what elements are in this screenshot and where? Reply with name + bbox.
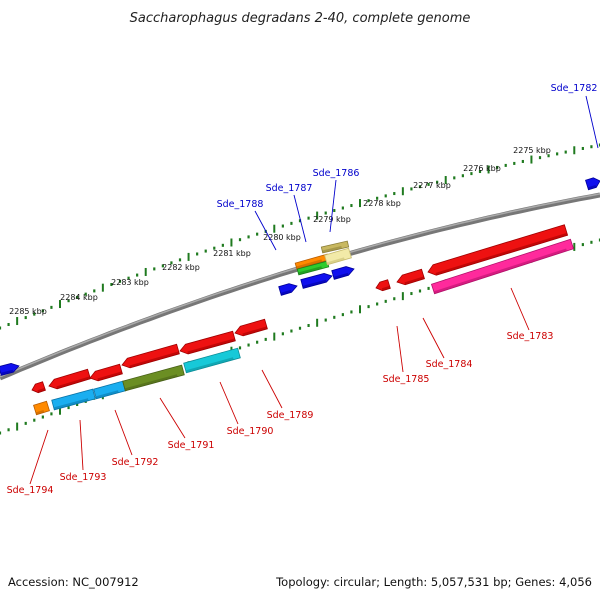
- kbp-label: 2276 kbp: [463, 164, 501, 173]
- feature-khaki-bar: [320, 240, 350, 254]
- gene-sde-1782-leader: [585, 95, 599, 149]
- gene-sde-1788-leader: [254, 210, 277, 251]
- feature-sde-1783: [427, 224, 569, 276]
- gene-sde-1793-leader: [79, 419, 84, 471]
- gene-sde-1789-leader: [261, 369, 283, 409]
- gene-sde-1791-leader: [159, 397, 186, 439]
- gene-sde-1794-label: Sde_1794: [7, 485, 54, 496]
- feature-blue-left-edge: [0, 363, 20, 376]
- label-leaders: [29, 95, 599, 485]
- gene-sde-1786-leader: [329, 179, 337, 233]
- feature-sde-1782: [585, 177, 600, 191]
- genome-title: Saccharophagus degradans 2-40, complete …: [130, 11, 471, 26]
- kbp-scale-labels: 2275 kbp 2276 kbp 2277 kbp 2278 kbp 2279 kbp…: [9, 146, 551, 316]
- gene-sde-1792-leader: [114, 409, 133, 456]
- feature-lightblue-2: [93, 380, 126, 400]
- feature-olive: [122, 364, 185, 392]
- kbp-label: 2283 kbp: [111, 278, 149, 287]
- gene-sde-1783-leader: [510, 287, 530, 331]
- gene-sde-1791-label: Sde_1791: [168, 440, 215, 451]
- kbp-label: 2281 kbp: [213, 249, 251, 258]
- feature-sde-1791: [121, 343, 180, 369]
- kbp-label: 2284 kbp: [60, 293, 98, 302]
- feature-sde-1786: [331, 266, 355, 280]
- gene-sde-1788-label: Sde_1788: [217, 199, 264, 210]
- kbp-label: 2277 kbp: [413, 181, 451, 190]
- feature-sde-1793: [48, 368, 91, 390]
- gene-sde-1784-label: Sde_1784: [426, 359, 473, 370]
- gene-sde-1793-label: Sde_1793: [60, 472, 107, 483]
- gene-sde-1794-leader: [29, 429, 49, 485]
- feature-sde-1784: [396, 268, 425, 286]
- feature-yellow-bar: [324, 247, 352, 266]
- feature-orange-lower: [33, 400, 50, 416]
- genome-summary-text: Topology: circular; Length: 5,057,531 bp…: [275, 575, 592, 589]
- feature-sde-1788: [278, 283, 298, 296]
- gene-sde-1784-leader: [422, 317, 445, 359]
- gene-sde-1787-label: Sde_1787: [266, 183, 313, 194]
- gene-sde-1787-leader: [293, 194, 307, 243]
- kbp-label: 2275 kbp: [513, 146, 551, 155]
- accession-text: Accession: NC_007912: [8, 575, 139, 589]
- feature-pink: [430, 238, 575, 295]
- kbp-label: 2285 kbp: [9, 307, 47, 316]
- gene-sde-1783-label: Sde_1783: [507, 331, 554, 342]
- kbp-label: 2278 kbp: [363, 199, 401, 208]
- feature-sde-1790: [179, 330, 236, 355]
- gene-sde-1785-leader: [396, 325, 404, 373]
- gene-sde-1790-leader: [219, 381, 239, 425]
- feature-cyan: [183, 347, 241, 374]
- gene-features: [0, 177, 600, 416]
- gene-sde-1789-label: Sde_1789: [267, 410, 314, 421]
- kbp-label: 2280 kbp: [263, 233, 301, 242]
- feature-sde-1789: [234, 318, 268, 337]
- gene-sde-1785-label: Sde_1785: [383, 374, 430, 385]
- feature-lightblue-1: [51, 388, 96, 411]
- gene-sde-1782-label: Sde_1782: [551, 83, 598, 94]
- feature-sde-1785: [375, 279, 391, 292]
- feature-green-bar: [296, 260, 330, 276]
- gene-sde-1786-label: Sde_1786: [313, 168, 360, 179]
- kbp-label: 2279 kbp: [313, 215, 351, 224]
- kbp-label: 2282 kbp: [162, 263, 200, 272]
- gene-sde-1792-label: Sde_1792: [112, 457, 159, 468]
- feature-sde-1787: [300, 273, 333, 289]
- feature-sde-1792: [89, 363, 123, 382]
- gene-sde-1790-label: Sde_1790: [227, 426, 274, 437]
- feature-red-small-left: [31, 381, 46, 394]
- upper-tick-track: [0, 143, 600, 330]
- backbone-line: [0, 192, 600, 381]
